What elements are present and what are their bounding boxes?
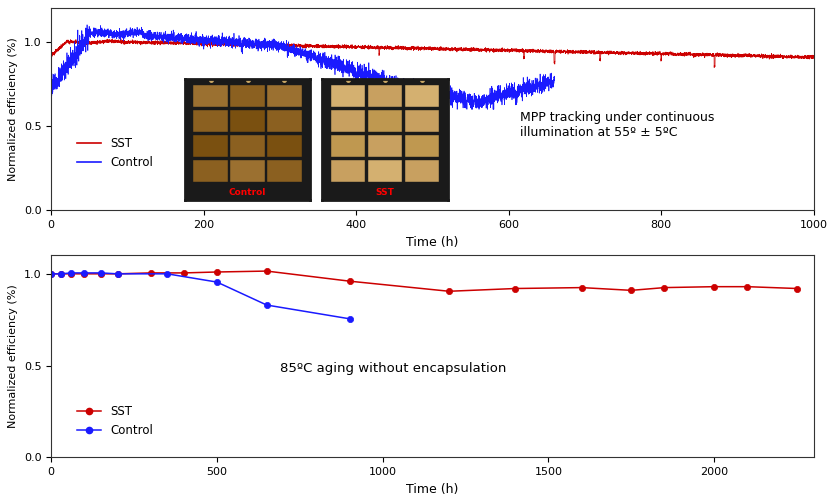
Text: 85ºC aging without encapsulation: 85ºC aging without encapsulation xyxy=(280,362,507,375)
Text: MPP tracking under continuous
illumination at 55º ± 5ºC: MPP tracking under continuous illuminati… xyxy=(520,111,715,140)
X-axis label: Time (h): Time (h) xyxy=(406,483,459,495)
Legend: SST, Control: SST, Control xyxy=(73,400,158,442)
Y-axis label: Normalized efficiency (%): Normalized efficiency (%) xyxy=(8,37,18,181)
X-axis label: Time (h): Time (h) xyxy=(406,235,459,248)
Legend: SST, Control: SST, Control xyxy=(73,133,158,174)
Y-axis label: Normalized efficiency (%): Normalized efficiency (%) xyxy=(8,285,18,428)
